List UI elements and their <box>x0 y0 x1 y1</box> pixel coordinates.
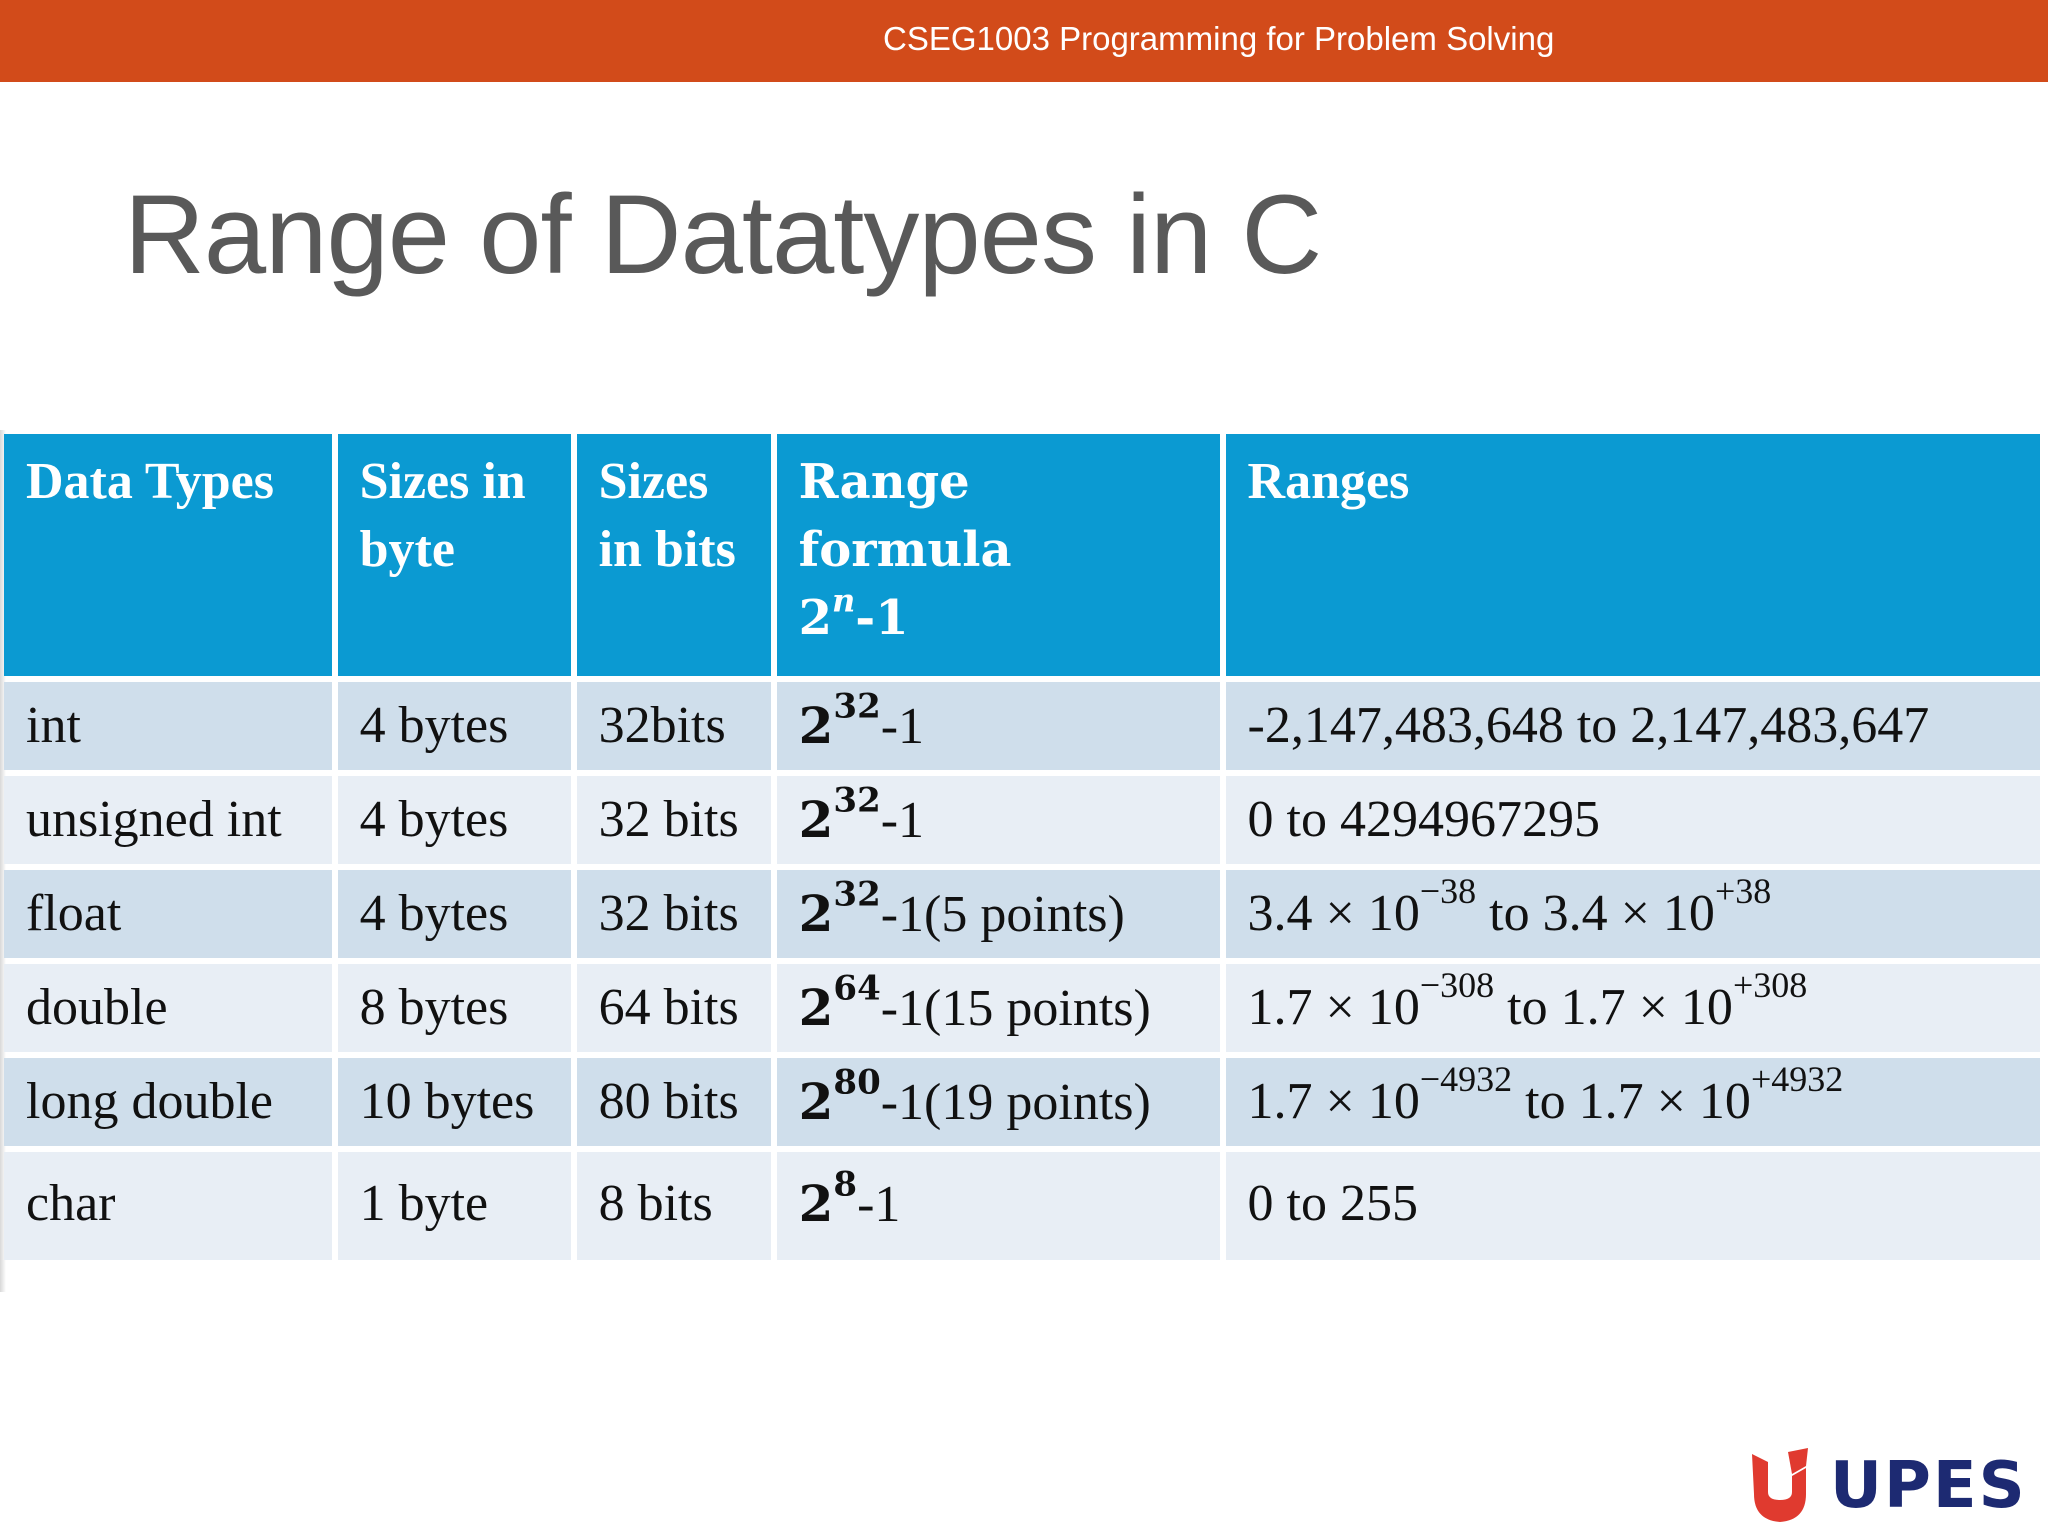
cell-size-bytes: 4 bytes <box>337 682 571 770</box>
cell-size-bytes: 8 bytes <box>337 964 571 1052</box>
cell-size-bits: 64 bits <box>576 964 771 1052</box>
table-row: int 4 bytes 32bits 232-1 -2,147,483,648 to 2… <box>4 682 2040 770</box>
cell-data-type: unsigned int <box>4 776 332 864</box>
cell-range: 3.4 × 10−38 to 3.4 × 10+38 <box>1225 870 2040 958</box>
cell-range: 0 to 255 <box>1225 1152 2040 1260</box>
table-shadow <box>0 430 6 1292</box>
header-data-types: Data Types <box>4 434 332 676</box>
cell-range: 0 to 4294967295 <box>1225 776 2040 864</box>
cell-range-formula: 280-1(19 points) <box>776 1058 1220 1146</box>
table-header-row: Data Types Sizes in byte Sizes in bits Ran… <box>4 434 2040 676</box>
table-row: unsigned int 4 bytes 32 bits 232-1 0 to 4294… <box>4 776 2040 864</box>
header-bar: CSEG1003 Programming for Problem Solving <box>0 0 2048 82</box>
cell-size-bits: 32 bits <box>576 776 771 864</box>
table-row: long double 10 bytes 80 bits 280-1(19 point… <box>4 1058 2040 1146</box>
cell-range: -2,147,483,648 to 2,147,483,647 <box>1225 682 2040 770</box>
datatype-table: Data Types Sizes in byte Sizes in bits Ran… <box>0 428 2046 1266</box>
datatype-table-container: Data Types Sizes in byte Sizes in bits Ran… <box>0 428 2048 1290</box>
upes-logo: UPES <box>1748 1446 2028 1526</box>
cell-size-bits: 32 bits <box>576 870 771 958</box>
cell-size-bytes: 4 bytes <box>337 776 571 864</box>
cell-data-type: char <box>4 1152 332 1260</box>
header-ranges: Ranges <box>1225 434 2040 676</box>
cell-size-bits: 8 bits <box>576 1152 771 1260</box>
cell-range-formula: 264-1(15 points) <box>776 964 1220 1052</box>
upes-shield-icon <box>1752 1448 1808 1522</box>
header-range-formula: Range formula 2n-1 <box>776 434 1220 676</box>
cell-range-formula: 232-1 <box>776 776 1220 864</box>
cell-size-bytes: 10 bytes <box>337 1058 571 1146</box>
header-sizes-bits: Sizes in bits <box>576 434 771 676</box>
cell-range-formula: 232-1(5 points) <box>776 870 1220 958</box>
cell-size-bits: 32bits <box>576 682 771 770</box>
header-sizes-byte: Sizes in byte <box>337 434 571 676</box>
cell-range: 1.7 × 10−308 to 1.7 × 10+308 <box>1225 964 2040 1052</box>
slide-title: Range of Datatypes in C <box>124 172 1322 297</box>
table-row: float 4 bytes 32 bits 232-1(5 points) 3.4 × … <box>4 870 2040 958</box>
table-row: double 8 bytes 64 bits 264-1(15 points) 1.7 … <box>4 964 2040 1052</box>
table-row: char 1 byte 8 bits 28-1 0 to 255 <box>4 1152 2040 1260</box>
cell-range-formula: 232-1 <box>776 682 1220 770</box>
cell-data-type: int <box>4 682 332 770</box>
cell-data-type: float <box>4 870 332 958</box>
cell-range-formula: 28-1 <box>776 1152 1220 1260</box>
cell-range: 1.7 × 10−4932 to 1.7 × 10+4932 <box>1225 1058 2040 1146</box>
cell-size-bits: 80 bits <box>576 1058 771 1146</box>
course-title: CSEG1003 Programming for Problem Solving <box>883 20 1555 57</box>
upes-logo-text: UPES <box>1830 1449 2027 1523</box>
cell-data-type: long double <box>4 1058 332 1146</box>
cell-size-bytes: 4 bytes <box>337 870 571 958</box>
cell-data-type: double <box>4 964 332 1052</box>
cell-size-bytes: 1 byte <box>337 1152 571 1260</box>
